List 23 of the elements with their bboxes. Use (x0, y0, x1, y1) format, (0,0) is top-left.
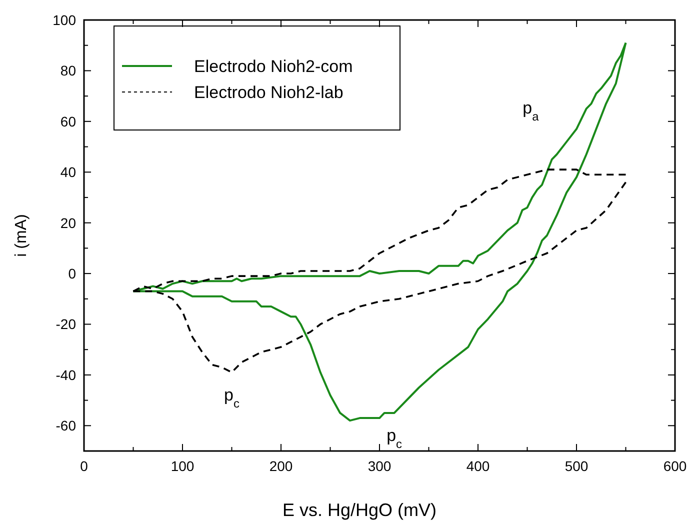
x-tick-label: 100 (170, 458, 194, 474)
annotation: p$_{a}$ (522, 98, 540, 124)
y-tick-label: 0 (68, 266, 76, 282)
y-axis-title: i (mA) (13, 214, 30, 257)
x-tick-label: 600 (663, 458, 687, 474)
y-tick-label: 100 (52, 12, 76, 28)
x-tick-label: 0 (80, 458, 88, 474)
x-axis-title: E vs. Hg/HgO (mV) (282, 500, 437, 520)
x-tick-label: 200 (269, 458, 293, 474)
y-tick-label: -40 (56, 366, 76, 383)
y-tick-label: -60 (56, 418, 76, 434)
y-tick-label: -20 (56, 316, 76, 332)
annotation: p$_{c}$ (224, 385, 240, 410)
annotation: p$_{c}$ (386, 426, 402, 451)
legend-label: Electrodo Nioh2-lab (194, 83, 344, 102)
x-tick-label: 300 (368, 458, 392, 474)
x-tick-label: 400 (466, 458, 490, 474)
y-tick-label: 60 (60, 113, 76, 130)
y-tick-label: 20 (60, 214, 76, 231)
y-tick-label: 40 (60, 164, 76, 180)
legend-label: Electrodo Nioh2-com (194, 57, 353, 76)
y-tick-label: 80 (60, 62, 76, 79)
x-tick-label: 500 (564, 458, 588, 474)
